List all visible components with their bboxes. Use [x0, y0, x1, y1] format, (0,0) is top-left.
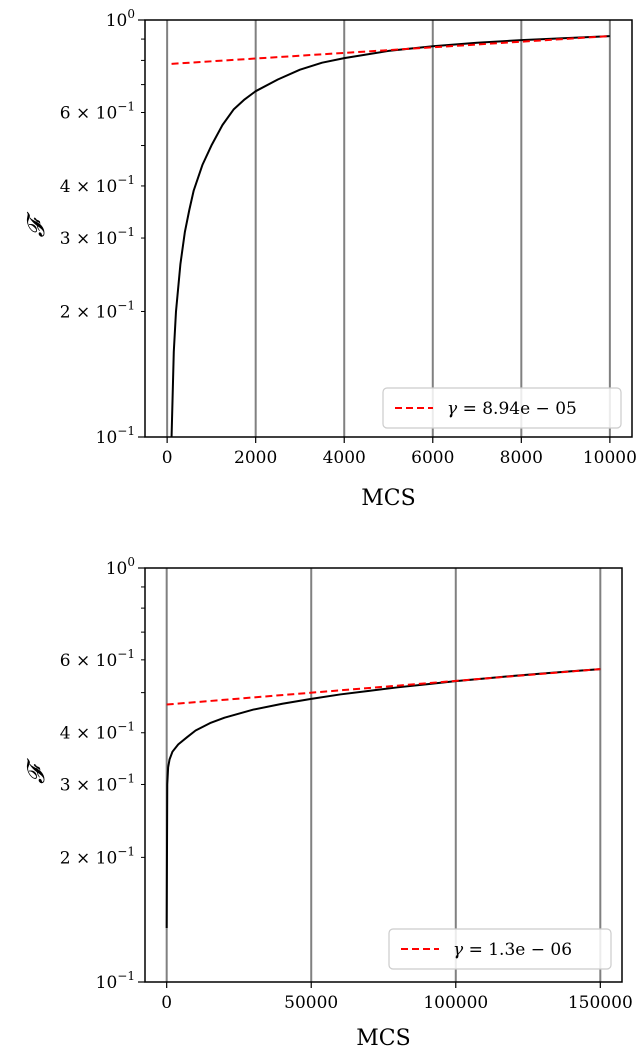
x-tick-label: 100000 [423, 993, 488, 1013]
y-tick-label: 4 × 10−1 [60, 173, 135, 197]
plot-area [170, 35, 610, 437]
x-tick-label: 0 [161, 993, 172, 1013]
y-tick-exponent: −1 [117, 647, 135, 661]
plot-area [165, 668, 601, 929]
y-axis-label: 𝓕 [22, 758, 50, 784]
axes-frame [144, 567, 623, 983]
y-tick-exponent: 0 [127, 7, 135, 21]
x-tick-label: 10000 [583, 448, 637, 468]
y-tick-label: 10−1 [96, 969, 135, 993]
legend-symbol: γ [453, 940, 464, 960]
y-tick-exponent: −1 [117, 424, 135, 438]
y-tick-label: 6 × 10−1 [60, 100, 135, 124]
y-tick-base: 2 × 10 [60, 302, 118, 322]
y-tick-label: 4 × 10−1 [60, 720, 135, 744]
y-tick-base: 3 × 10 [60, 229, 118, 249]
y-tick-label: 3 × 10−1 [60, 771, 135, 795]
x-tick-label: 6000 [411, 448, 454, 468]
x-tick-label: 50000 [284, 993, 338, 1013]
legend-label: γ = 8.94e − 05 [447, 399, 577, 419]
y-tick-label: 100 [106, 7, 135, 31]
y-tick-base: 3 × 10 [60, 775, 118, 795]
y-tick-base: 4 × 10 [60, 724, 118, 744]
y-tick-base: 6 × 10 [60, 104, 118, 124]
y-tick-label: 10−1 [96, 424, 135, 448]
y-tick-label: 100 [106, 555, 135, 579]
legend-value: = 8.94e − 05 [457, 399, 577, 419]
y-tick-exponent: −1 [117, 173, 135, 187]
legend-label: γ = 1.3e − 06 [453, 940, 572, 960]
fit-line [171, 35, 610, 65]
y-tick-base: 6 × 10 [60, 651, 118, 671]
x-axis-label: MCS [361, 486, 415, 511]
y-tick-exponent: −1 [117, 969, 135, 983]
legend-value: = 1.3e − 06 [463, 940, 572, 960]
x-tick-label: 0 [162, 448, 173, 468]
axes-frame [144, 19, 633, 438]
x-tick-label: 4000 [323, 448, 366, 468]
y-tick-exponent: −1 [117, 844, 135, 858]
x-tick-label: 2000 [234, 448, 277, 468]
y-tick-exponent: −1 [117, 100, 135, 114]
y-tick-base: 2 × 10 [60, 848, 118, 868]
data-line [170, 35, 610, 437]
y-tick-exponent: −1 [117, 298, 135, 312]
y-tick-base: 10 [96, 973, 118, 993]
y-axis-label: 𝓕 [22, 211, 50, 237]
y-tick-exponent: 0 [127, 555, 135, 569]
x-tick-label: 150000 [568, 993, 633, 1013]
x-tick-label: 8000 [500, 448, 543, 468]
y-tick-base: 4 × 10 [60, 177, 118, 197]
x-axis-label: MCS [356, 1026, 410, 1051]
y-tick-exponent: −1 [117, 225, 135, 239]
y-tick-label: 2 × 10−1 [60, 298, 135, 322]
y-tick-base: 10 [96, 428, 118, 448]
legend-box [388, 928, 612, 970]
legend-symbol: γ [447, 399, 458, 419]
y-tick-label: 2 × 10−1 [60, 844, 135, 868]
y-tick-label: 3 × 10−1 [60, 225, 135, 249]
legend-box [382, 387, 622, 429]
y-tick-base: 10 [106, 11, 128, 31]
y-tick-label: 6 × 10−1 [60, 647, 135, 671]
data-line [165, 668, 601, 929]
fit-line [166, 668, 601, 706]
y-tick-exponent: −1 [117, 720, 135, 734]
y-tick-exponent: −1 [117, 771, 135, 785]
y-tick-base: 10 [106, 559, 128, 579]
